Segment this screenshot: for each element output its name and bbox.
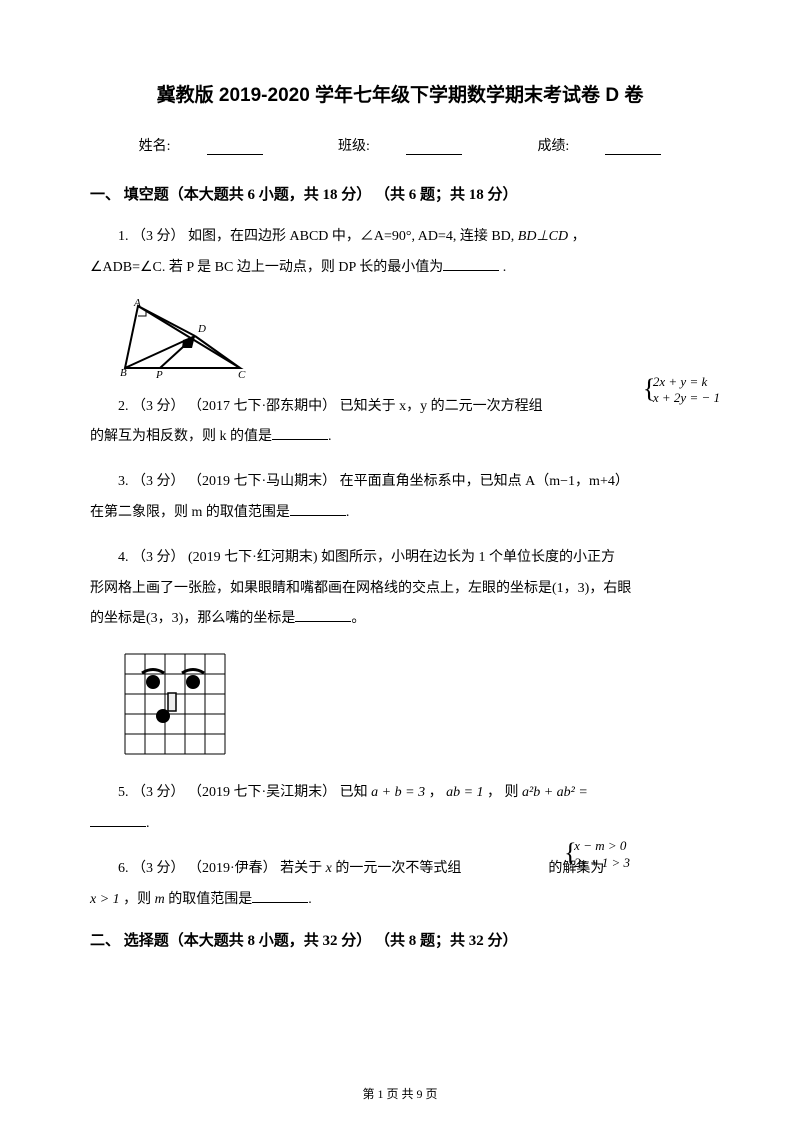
question-5: 5. （3 分） （2019 七下·吴江期末） 已知 a + b = 3 ， a… (90, 778, 710, 840)
q5-text-c: ， (425, 785, 446, 800)
q4-blank[interactable] (295, 610, 351, 622)
page-footer: 第 1 页 共 9 页 (0, 1085, 800, 1102)
q2-blank[interactable] (272, 428, 328, 440)
q6-math-g: m (155, 892, 165, 907)
q3-text-a: 3. （3 分） （2019 七下·马山期末） 在平面直角坐标系中，已知点 A（… (118, 474, 629, 489)
q6-text-a: 6. （3 分） （2019·伊春） 若关于 (118, 861, 326, 876)
svg-text:A: A (133, 298, 141, 309)
section-2-header: 二、 选择题（本大题共 8 小题，共 32 分） （共 8 题；共 32 分） (90, 929, 710, 950)
q2-text-a: 2. （3 分） （2017 七下·邵东期中） 已知关于 x，y 的二元一次方程… (118, 399, 543, 414)
question-1: 1. （3 分） 如图，在四边形 ABCD 中，∠A=90°, AD=4, 连接… (90, 222, 710, 284)
question-4: 4. （3 分） (2019 七下·红河期末) 如图所示，小明在边长为 1 个单… (90, 543, 710, 635)
q3-text-b: 在第二象限，则 m 的取值范围是 (90, 505, 290, 520)
score-label: 成绩: (537, 139, 569, 154)
q1-text-a: 1. （3 分） 如图，在四边形 ABCD 中，∠A=90°, AD=4, 连接… (118, 229, 518, 244)
q4-text-d: 。 (351, 611, 365, 626)
question-2: 2. （3 分） （2017 七下·邵东期中） 已知关于 x，y 的二元一次方程… (90, 392, 710, 454)
name-blank[interactable] (207, 141, 263, 155)
q6-blank[interactable] (252, 891, 308, 903)
q1-text-c: ， (568, 229, 586, 244)
q5-math-f: a²b + ab² = (522, 785, 588, 800)
q4-text-a: 4. （3 分） (2019 七下·红河期末) 如图所示，小明在边长为 1 个单… (118, 550, 615, 565)
q2-text-c: . (328, 429, 332, 444)
q3-text-c: . (346, 505, 350, 520)
svg-text:P: P (155, 369, 163, 378)
q5-math-d: ab = 1 (446, 785, 483, 800)
question-3: 3. （3 分） （2019 七下·马山期末） 在平面直角坐标系中，已知点 A（… (90, 467, 710, 529)
figure-triangle: A D B P C (120, 298, 710, 378)
q6-math-e: x > 1 (90, 892, 120, 907)
class-label: 班级: (338, 139, 370, 154)
name-label: 姓名: (139, 139, 171, 154)
q6-text-f: ，则 (120, 892, 155, 907)
q4-text-c: 的坐标是(3，3)，那么嘴的坐标是 (90, 611, 295, 626)
page-title: 冀教版 2019-2020 学年七年级下学期数学期末考试卷 D 卷 (90, 80, 710, 107)
q1-text-d: ∠ADB=∠C. 若 P 是 BC 边上一动点，则 DP 长的最小值为 (90, 260, 443, 275)
q6-text-h: 的取值范围是 (165, 892, 253, 907)
score-blank[interactable] (605, 141, 661, 155)
equation-system-2: { 2x + y = k x + 2y = − 1 (625, 374, 720, 408)
q5-text-g: . (146, 816, 150, 831)
q1-math: BD⊥CD (518, 229, 568, 244)
figure-grid-face (120, 649, 710, 764)
q3-blank[interactable] (290, 504, 346, 516)
svg-text:B: B (120, 367, 127, 378)
q1-blank[interactable] (443, 259, 499, 271)
section-1-header: 一、 填空题（本大题共 6 小题，共 18 分） （共 6 题；共 18 分） (90, 183, 710, 204)
q4-text-b: 形网格上画了一张脸，如果眼睛和嘴都画在网格线的交点上，左眼的坐标是(1，3)，右… (90, 581, 631, 596)
student-info: 姓名: 班级: 成绩: (90, 135, 710, 155)
svg-text:D: D (197, 323, 206, 335)
q6-text-c: 的一元一次不等式组 (332, 861, 465, 876)
q6-text-i: . (308, 892, 312, 907)
class-blank[interactable] (406, 141, 462, 155)
q5-blank[interactable] (90, 815, 146, 827)
q5-text-a: 5. （3 分） （2019 七下·吴江期末） 已知 (118, 785, 371, 800)
equation-system-6: { x − m > 0 2x + 1 > 3 (546, 838, 630, 872)
svg-text:C: C (238, 369, 246, 378)
question-6: 6. （3 分） （2019·伊春） 若关于 x 的一元一次不等式组 的解集为 … (90, 854, 710, 916)
q5-math-b: a + b = 3 (371, 785, 425, 800)
q2-text-b: 的解互为相反数，则 k 的值是 (90, 429, 272, 444)
q1-text-e: . (499, 260, 506, 275)
q5-text-e: ， 则 (484, 785, 523, 800)
